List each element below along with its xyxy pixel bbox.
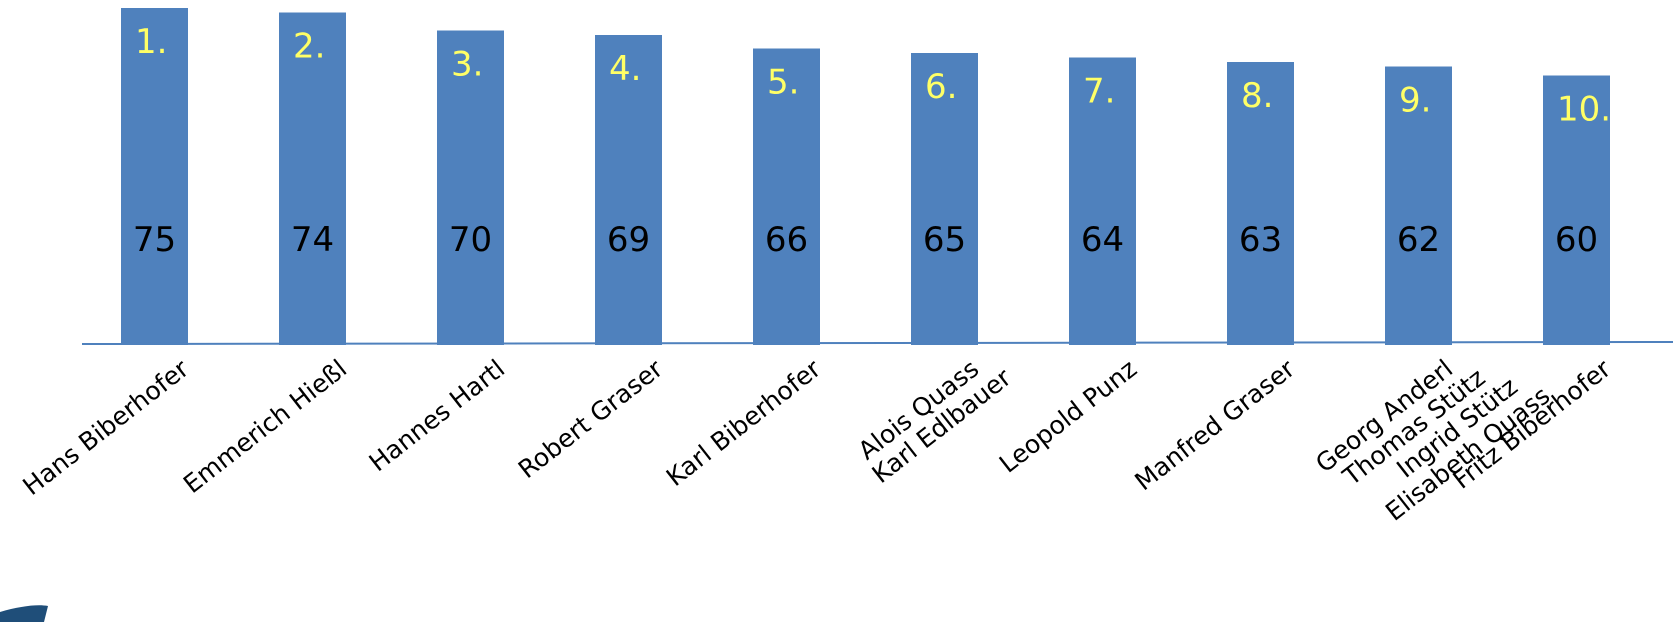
- rank-label: 3.: [451, 45, 483, 85]
- bar: [121, 8, 188, 345]
- value-label: 60: [1555, 220, 1598, 260]
- category-label-line: Leopold Punz: [994, 354, 1142, 479]
- rank-label: 1.: [135, 22, 167, 62]
- rank-label: 10.: [1557, 90, 1611, 130]
- category-label-line: Hans Biberhofer: [17, 353, 194, 500]
- category-label: Manfred Graser: [1129, 353, 1300, 496]
- bar: [279, 12, 346, 345]
- rank-label: 5.: [767, 63, 799, 103]
- rank-label: 8.: [1241, 76, 1273, 116]
- corner-decoration: [0, 605, 48, 622]
- category-label: Hannes Hartl: [364, 354, 511, 477]
- value-label: 63: [1239, 220, 1282, 260]
- category-label-line: Emmerich Hießl: [178, 354, 352, 499]
- category-label-line: Robert Graser: [513, 353, 669, 484]
- bar: [1385, 66, 1452, 345]
- value-label: 64: [1081, 220, 1124, 260]
- bar: [1069, 57, 1136, 345]
- rank-label: 6.: [925, 67, 957, 107]
- category-label-line: Manfred Graser: [1129, 353, 1300, 496]
- value-label: 74: [291, 220, 334, 260]
- category-label: Leopold Punz: [994, 354, 1142, 479]
- rank-label: 4.: [609, 49, 641, 89]
- value-label: 66: [765, 220, 808, 260]
- category-label: Robert Graser: [513, 353, 669, 484]
- bar: [1227, 62, 1294, 345]
- bars-group: 1. 75 2. 74 3. 70 4. 69 5. 66 6. 65 7. 64 8. 63 9. 62 10. 6…: [121, 8, 1611, 345]
- bar: [595, 35, 662, 345]
- category-label-line: Hannes Hartl: [364, 354, 511, 477]
- category-label: Karl Biberhofer: [661, 353, 827, 492]
- category-label: Emmerich Hießl: [178, 354, 352, 499]
- bar: [911, 53, 978, 345]
- bar: [1543, 75, 1610, 345]
- rank-label: 2.: [293, 27, 325, 67]
- bar: [437, 30, 504, 345]
- bar: [753, 48, 820, 345]
- value-label: 62: [1397, 220, 1440, 260]
- rank-label: 7.: [1083, 72, 1115, 112]
- value-label: 65: [923, 220, 966, 260]
- category-label-line: Karl Biberhofer: [661, 353, 827, 492]
- value-label: 75: [133, 220, 176, 260]
- rank-label: 9.: [1399, 81, 1431, 121]
- x-axis-line: [81, 341, 1673, 345]
- value-label: 70: [449, 220, 492, 260]
- category-label: Hans Biberhofer: [17, 353, 194, 500]
- value-label: 69: [607, 220, 650, 260]
